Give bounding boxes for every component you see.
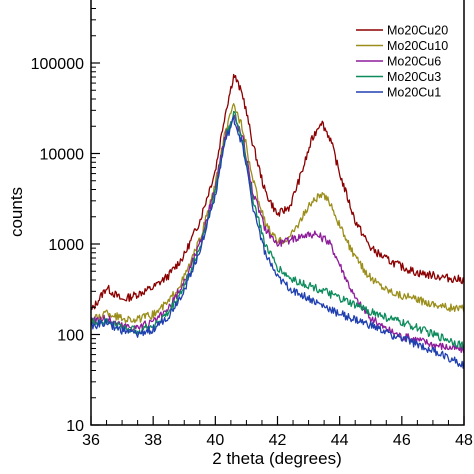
legend-label: Mo20Cu1: [387, 86, 441, 100]
x-tick-label: 36: [82, 432, 100, 449]
series-line-mo20cu6: [91, 114, 464, 354]
series-line-mo20cu1: [91, 116, 464, 369]
series-layer: [91, 73, 464, 369]
x-tick-label: 44: [331, 432, 349, 449]
legend-label: Mo20Cu20: [387, 24, 448, 38]
x-tick-label: 42: [269, 432, 287, 449]
y-tick-label: 10: [66, 418, 84, 435]
x-axis: 36 38 40 42 44 46 48: [82, 416, 473, 449]
x-tick-label: 48: [455, 432, 473, 449]
legend-label: Mo20Cu3: [387, 70, 441, 84]
legend-label: Mo20Cu10: [387, 39, 448, 53]
x-tick-label: 38: [144, 432, 162, 449]
y-tick-label: 10000: [40, 147, 85, 164]
x-tick-label: 40: [206, 432, 224, 449]
legend-label: Mo20Cu6: [387, 55, 441, 69]
x-tick-label: 46: [393, 432, 411, 449]
y-axis: 10 100 1000 10000 100000: [31, 8, 100, 435]
y-tick-label: 1000: [48, 237, 84, 254]
y-tick-label: 100000: [31, 56, 84, 73]
y-axis-title: counts: [7, 187, 26, 237]
series-line-mo20cu20: [91, 73, 464, 311]
y-tick-label: 100: [57, 328, 84, 345]
series-line-mo20cu10: [91, 103, 464, 325]
x-axis-title: 2 theta (degrees): [212, 449, 341, 468]
